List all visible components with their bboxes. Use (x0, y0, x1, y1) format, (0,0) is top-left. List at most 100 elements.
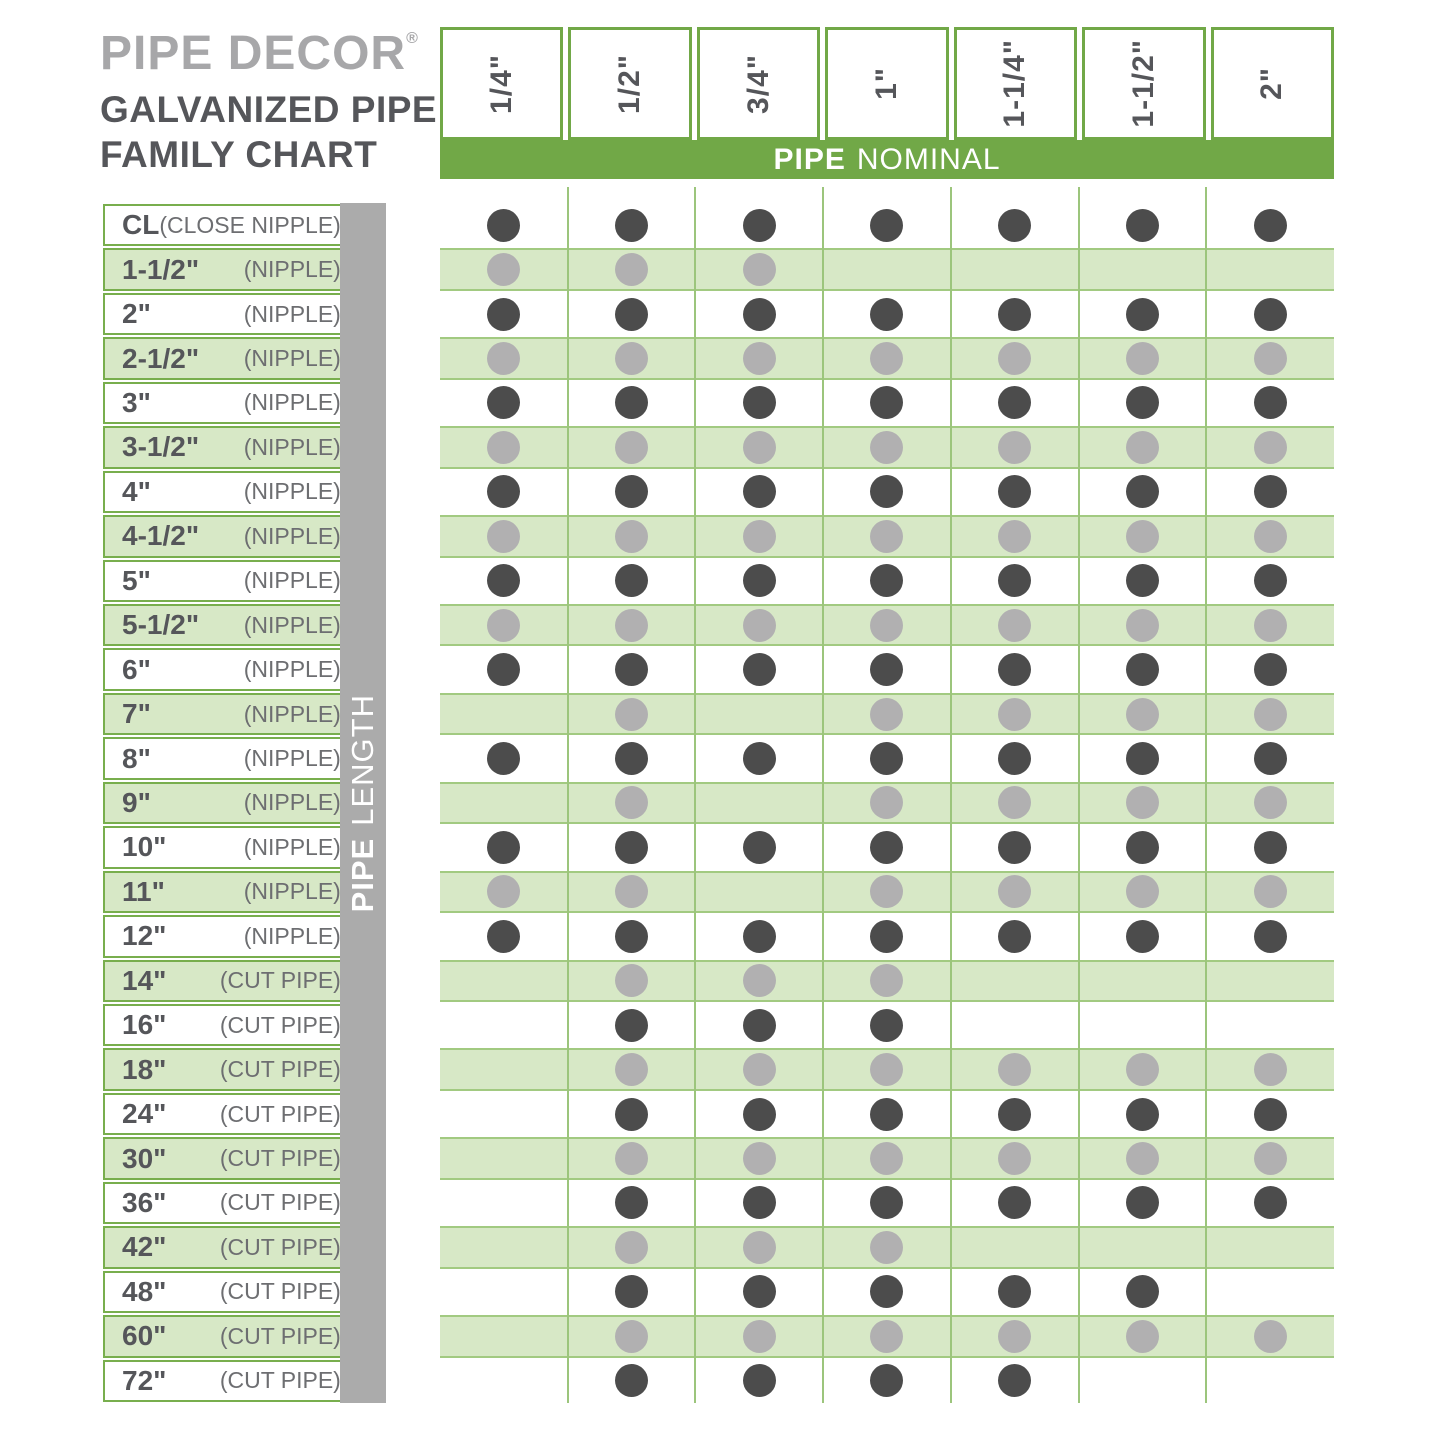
grid-cell (823, 1047, 951, 1091)
availability-dot (487, 608, 521, 642)
availability-dot (870, 875, 904, 909)
grid-cell (440, 1359, 568, 1403)
row-label: 8" (NIPPLE) (103, 737, 355, 780)
availability-dot (998, 564, 1032, 598)
grid-row (440, 692, 1334, 736)
grid-cell (951, 781, 1079, 825)
grid-cell (440, 870, 568, 914)
grid-cell (951, 603, 1079, 647)
row-label-type: (NIPPLE) (243, 300, 341, 327)
availability-dot (742, 1053, 776, 1087)
grid-cell (695, 1092, 823, 1136)
row-label-type: (NIPPLE) (243, 389, 341, 416)
column-header-label: 1/2" (613, 53, 647, 114)
row-label-type: (NIPPLE) (243, 656, 341, 683)
grid-cell (695, 914, 823, 958)
grid-cell (1079, 559, 1207, 603)
grid-cell (1206, 381, 1334, 425)
row-label-size: 48" (122, 1275, 167, 1307)
grid-cell (823, 959, 951, 1003)
grid-cell (1079, 870, 1207, 914)
grid-cell (1206, 647, 1334, 691)
availability-dot (1125, 1053, 1159, 1087)
row-label: 11" (NIPPLE) (103, 870, 355, 914)
grid-cell (951, 247, 1079, 291)
grid-cell (1206, 914, 1334, 958)
availability-dot (1253, 786, 1287, 820)
availability-dot (998, 1364, 1032, 1398)
availability-dot (487, 297, 521, 331)
grid-cell (568, 1003, 696, 1047)
column-header: 2" (1210, 27, 1334, 140)
availability-dot (998, 653, 1032, 687)
availability-dot (615, 519, 649, 553)
availability-dot (487, 208, 521, 242)
grid-cell (568, 381, 696, 425)
column-headers: 1/4" 1/2" 3/4" 1" 1-1/4" 1-1/2" 2" (440, 27, 1334, 140)
row-label: 9" (NIPPLE) (103, 781, 355, 825)
grid-cell (1079, 781, 1207, 825)
grid-cell (1079, 514, 1207, 558)
row-label-type: (NIPPLE) (243, 478, 341, 505)
availability-dot (742, 608, 776, 642)
availability-dot (742, 253, 776, 287)
row-label-size: 14" (122, 964, 167, 996)
grid-cell (951, 292, 1079, 336)
grid-cell (695, 470, 823, 514)
availability-dot (1125, 608, 1159, 642)
grid-cell (568, 870, 696, 914)
availability-dot (742, 342, 776, 376)
grid-cell (951, 870, 1079, 914)
grid-cell (568, 247, 696, 291)
grid-cell (823, 692, 951, 736)
grid-cell (695, 514, 823, 558)
grid-row (440, 1181, 1334, 1225)
row-label-type: (CUT PIPE) (219, 1322, 341, 1349)
grid-cell (1206, 1047, 1334, 1091)
grid-cell (1206, 1270, 1334, 1314)
row-label: 3-1/2" (NIPPLE) (103, 426, 355, 469)
row-label-type: (CUT PIPE) (219, 967, 341, 994)
grid-line (1205, 187, 1208, 1403)
row-label-size: 2-1/2" (122, 342, 200, 374)
availability-dot (998, 1142, 1032, 1176)
grid-cell (568, 1092, 696, 1136)
availability-dot (615, 430, 649, 464)
grid-cell (1079, 470, 1207, 514)
grid-cell (951, 959, 1079, 1003)
availability-dot (998, 1275, 1032, 1309)
grid-row (440, 1136, 1334, 1180)
grid-row (440, 1314, 1334, 1358)
grid-cell (951, 1003, 1079, 1047)
grid-cell (1206, 559, 1334, 603)
chart-title: GALVANIZED PIPE FAMILY CHART (100, 87, 440, 177)
availability-dot (615, 475, 649, 509)
row-label: 72" (CUT PIPE) (103, 1359, 355, 1402)
availability-dot (1125, 1186, 1159, 1220)
availability-dot (870, 430, 904, 464)
grid-cell (1079, 425, 1207, 469)
grid-cell (568, 825, 696, 869)
grid-row (440, 425, 1334, 469)
availability-dot (1253, 342, 1287, 376)
grid-cell (568, 647, 696, 691)
availability-dot (615, 297, 649, 331)
grid-cell (1206, 1003, 1334, 1047)
grid-cell (1079, 203, 1207, 247)
grid-cell (823, 336, 951, 380)
grid-cell (1206, 1225, 1334, 1269)
row-label-size: 60" (122, 1320, 167, 1352)
grid-cell (440, 914, 568, 958)
availability-dot (1253, 208, 1287, 242)
grid-cell (1206, 1359, 1334, 1403)
column-header: 1-1/4" (953, 27, 1078, 140)
availability-dot (998, 742, 1032, 776)
availability-dot (870, 1008, 904, 1042)
row-label: 18" (CUT PIPE) (103, 1048, 355, 1091)
row-label: 4-1/2" (NIPPLE) (103, 515, 355, 558)
grid-cell (823, 603, 951, 647)
row-label-size: 6" (122, 653, 151, 685)
availability-dot (615, 919, 649, 953)
row-label: 14" (CUT PIPE) (103, 959, 355, 1002)
grid-cell (1206, 470, 1334, 514)
